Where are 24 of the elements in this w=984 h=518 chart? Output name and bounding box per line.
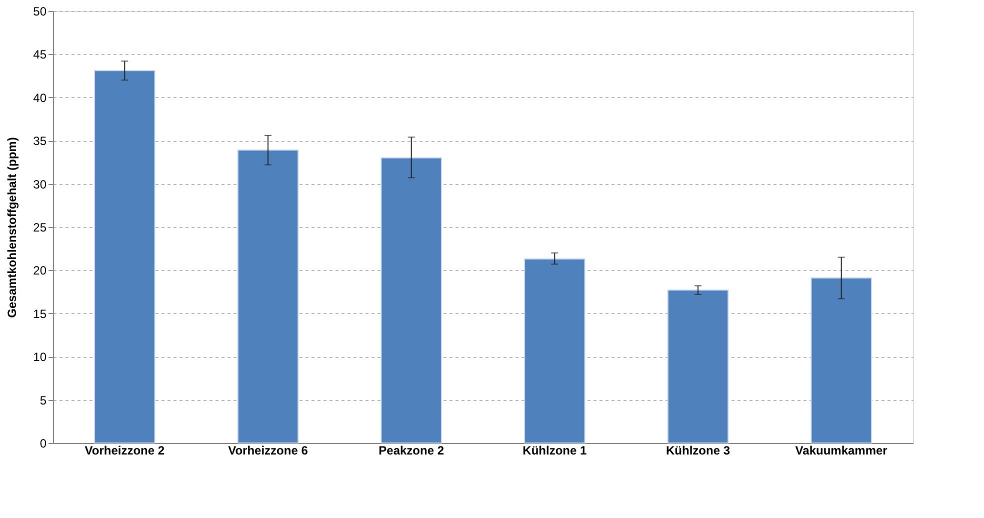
x-tick-label: Vorheizzone 6 — [228, 444, 308, 458]
y-tick-label: 0 — [40, 436, 47, 450]
y-tick-label: 5 — [40, 393, 47, 408]
bar — [667, 290, 729, 444]
x-tick-label: Kühlzone 3 — [666, 444, 730, 458]
y-tick-label: 45 — [33, 48, 47, 62]
bar — [237, 150, 299, 444]
y-tick-label: 10 — [33, 350, 47, 364]
bar — [524, 258, 586, 444]
y-tick-label: 40 — [33, 90, 47, 105]
bar — [810, 277, 872, 444]
bar — [380, 157, 442, 444]
y-tick-label: 15 — [33, 306, 47, 321]
x-tick-label: Kühlzone 1 — [522, 444, 587, 458]
x-tick-label: Vorheizzone 2 — [84, 444, 165, 458]
y-tick-label: 25 — [33, 220, 47, 234]
y-tick-label: 50 — [33, 4, 47, 18]
y-tick-label: 35 — [33, 134, 47, 148]
x-tick-label: Peakzone 2 — [378, 444, 444, 458]
y-tick-label: 30 — [33, 177, 47, 192]
y-axis-title: Gesamtkohlenstoffgehalt (ppm) — [5, 137, 20, 318]
bar — [94, 70, 156, 444]
y-tick-label: 20 — [33, 264, 47, 278]
x-tick-label: Vakuumkammer — [795, 444, 888, 458]
